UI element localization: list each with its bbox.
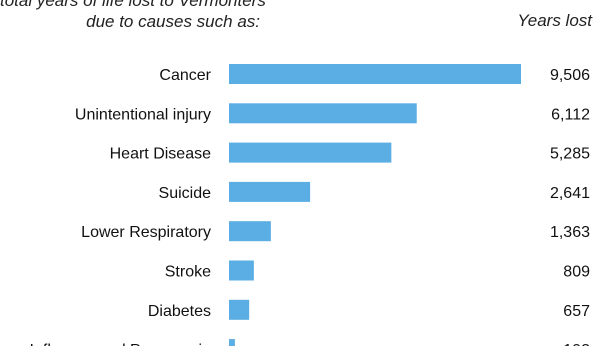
bar-suicide [229, 181, 311, 202]
subtitle-line-2: due to causes such as: [86, 12, 260, 31]
value-label-heart-disease: 5,285 [550, 146, 590, 163]
bar-cancer [229, 64, 521, 84]
category-label-cancer: Cancer [159, 67, 211, 84]
bar-lower-respiratory [229, 221, 271, 242]
value-label-unintentional-injury: 6,112 [551, 106, 590, 123]
value-label-lower-respiratory: 1,363 [550, 224, 590, 241]
category-label-diabetes: Diabetes [148, 303, 211, 320]
category-label-stroke: Stroke [165, 264, 211, 281]
value-label-influenza-and-pneumonia: 192 [563, 342, 590, 346]
bar-stroke [229, 260, 254, 281]
value-label-cancer: 9,506 [550, 67, 590, 84]
bar-influenza-and-pneumonia [229, 339, 235, 346]
category-label-influenza-and-pneumonia: Influenza and Pneumonia [30, 342, 212, 346]
bar-unintentional-injury [229, 103, 417, 124]
value-label-diabetes: 657 [563, 303, 590, 320]
subtitle-line-1: total years of life lost to Vermonters [0, 0, 266, 10]
value-column-heading: Years lost [517, 11, 592, 30]
bar-diabetes [229, 299, 250, 320]
category-label-heart-disease: Heart Disease [110, 146, 211, 163]
value-label-stroke: 809 [563, 264, 590, 281]
value-label-suicide: 2,641 [550, 185, 590, 202]
chart-subtitle: total years of life lost to Vermonters d… [0, 0, 266, 32]
category-label-suicide: Suicide [159, 185, 212, 202]
category-label-unintentional-injury: Unintentional injury [75, 106, 211, 123]
bar-heart-disease [229, 142, 392, 163]
category-label-lower-respiratory: Lower Respiratory [81, 224, 211, 241]
